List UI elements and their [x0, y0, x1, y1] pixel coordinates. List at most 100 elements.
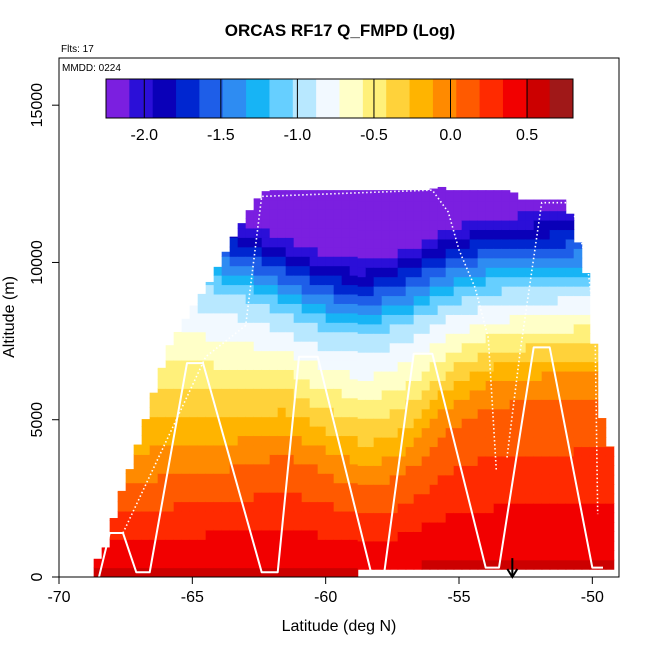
heatmap-cell [413, 314, 423, 325]
heatmap-cell [397, 550, 407, 561]
heatmap-cell [293, 293, 303, 304]
heatmap-cell [309, 397, 319, 408]
heatmap-cell [373, 361, 383, 372]
heatmap-cell [437, 314, 447, 325]
heatmap-cell [301, 218, 311, 229]
heatmap-cell [341, 275, 351, 286]
heatmap-cell [413, 276, 423, 287]
heatmap-cell [565, 213, 575, 221]
heatmap-cell [349, 397, 359, 408]
heatmap-cell [565, 521, 575, 532]
heatmap-cell [373, 455, 383, 466]
heatmap-cell [541, 540, 551, 551]
heatmap-cell [173, 548, 183, 559]
heatmap-cell [581, 389, 591, 400]
heatmap-cell [445, 380, 455, 391]
heatmap-cell [405, 550, 415, 561]
heatmap-cell [349, 284, 359, 295]
heatmap-cell [493, 201, 503, 212]
heatmap-cell [213, 548, 223, 559]
heatmap-cell [493, 238, 503, 249]
heatmap-cell [181, 567, 191, 577]
heatmap-cell [237, 492, 247, 503]
heatmap-cell [541, 304, 551, 315]
heatmap-cell [213, 473, 223, 484]
heatmap-cell [213, 275, 223, 286]
heatmap-cell [429, 188, 439, 193]
y-tick-label: 5000 [29, 402, 46, 438]
heatmap-cell [461, 276, 471, 287]
colorbar-tick-label: -0.5 [360, 127, 388, 144]
x-tick-label: -50 [581, 589, 604, 606]
plot-frame [58, 57, 620, 578]
heatmap-cell [461, 210, 471, 221]
heatmap-cell [573, 257, 583, 268]
heatmap-cell [261, 369, 271, 380]
colorbar: -2.0 -1.5 -1.0 -0.5 0.0 0.5 [105, 78, 574, 144]
heatmap-cell [381, 267, 391, 278]
heatmap-cell [365, 229, 375, 240]
heatmap-cell [557, 257, 567, 268]
heatmap-cell [573, 503, 583, 514]
heatmap-cell [397, 531, 407, 542]
heatmap-cell [221, 359, 231, 370]
heatmap-cell [189, 341, 199, 352]
heatmap-cell [125, 567, 135, 577]
heatmap-cell [293, 303, 303, 314]
heatmap-cell [485, 446, 495, 457]
heatmap-cell [541, 276, 551, 287]
heatmap-cell [205, 492, 215, 503]
heatmap-cell [317, 237, 327, 248]
heatmap-cell [325, 463, 335, 474]
heatmap-cell [509, 474, 519, 485]
heatmap-cell [309, 510, 319, 521]
heatmap-cell [245, 246, 255, 257]
heatmap-cell [525, 559, 535, 570]
heatmap-cell [205, 444, 215, 455]
heatmap-cell [381, 238, 391, 249]
heatmap-cell [293, 492, 303, 503]
heatmap-cell [565, 531, 575, 542]
heatmap-cell [237, 265, 247, 276]
heatmap-cell [317, 416, 327, 427]
heatmap-cell [285, 227, 295, 238]
heatmap-cell [565, 323, 575, 334]
heatmap-cell [349, 463, 359, 474]
heatmap-cell [261, 208, 271, 220]
heatmap-cell [181, 520, 191, 531]
heatmap-cell [533, 503, 543, 514]
heatmap-cell [141, 492, 151, 503]
heatmap-cell [269, 548, 279, 559]
heatmap-cell [269, 416, 279, 427]
heatmap-cell [549, 342, 559, 353]
heatmap-cell [445, 190, 455, 193]
heatmap-cell [525, 540, 535, 551]
heatmap-cell [149, 416, 159, 427]
heatmap-cell [437, 418, 447, 429]
heatmap-cell [477, 286, 487, 297]
colorbar-swatch [269, 79, 294, 118]
heatmap-cell [437, 267, 447, 278]
heatmap-cell [333, 359, 343, 370]
heatmap-cell [349, 492, 359, 503]
heatmap-cell [349, 237, 359, 248]
heatmap-cell [501, 267, 511, 278]
heatmap-cell [333, 539, 343, 550]
heatmap-cell [141, 520, 151, 531]
colorbar-swatch [152, 79, 177, 118]
heatmap-cell [205, 284, 215, 295]
heatmap-cell [101, 567, 111, 577]
heatmap-cell [229, 397, 239, 408]
heatmap-cell [589, 474, 599, 485]
heatmap-cell [357, 559, 367, 570]
heatmap-cell [517, 437, 527, 448]
heatmap-cell [581, 455, 591, 466]
heatmap-cell [429, 531, 439, 542]
heatmap-cell [261, 407, 271, 418]
heatmap-cell [421, 257, 431, 268]
heatmap-cell [245, 397, 255, 408]
heatmap-cell [557, 540, 567, 551]
heatmap-cell [213, 341, 223, 352]
heatmap-cell [165, 369, 175, 380]
heatmap-cell [405, 559, 415, 570]
